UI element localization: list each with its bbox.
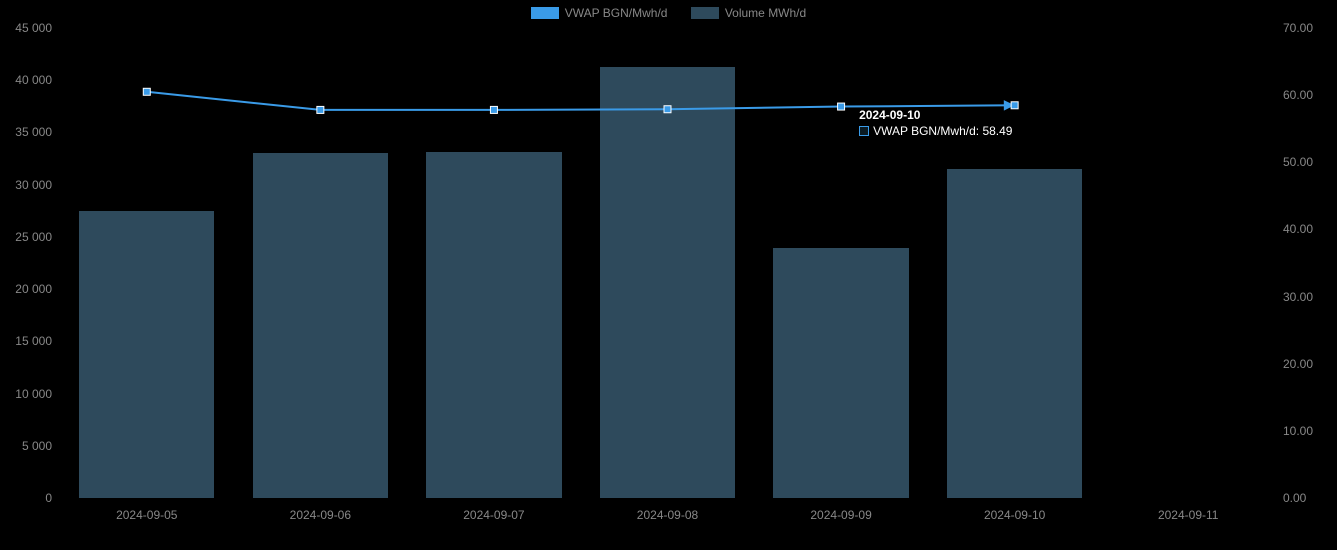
y-right-tick-label: 70.00 [1283,21,1313,35]
legend-label-vwap: VWAP BGN/Mwh/d [565,6,668,20]
x-tick-label: 2024-09-10 [984,508,1045,522]
y-right-tick-label: 40.00 [1283,222,1313,236]
x-tick-label: 2024-09-07 [463,508,524,522]
x-tick-label: 2024-09-11 [1158,508,1219,522]
y-right-tick-label: 0.00 [1283,491,1306,505]
line-layer [60,28,1275,498]
legend-label-volume: Volume MWh/d [725,6,806,20]
y-right-tick-label: 30.00 [1283,290,1313,304]
line-series[interactable] [147,92,1015,110]
y-left-tick-label: 40 000 [15,73,52,87]
y-left-tick-label: 15 000 [15,334,52,348]
y-right-tick-label: 10.00 [1283,424,1313,438]
y-left-tick-label: 35 000 [15,125,52,139]
line-marker[interactable] [490,106,497,113]
legend-swatch-vwap [531,7,559,19]
y-left-tick-label: 0 [45,491,52,505]
y-left-tick-label: 5 000 [22,439,52,453]
y-left-tick-label: 10 000 [15,387,52,401]
plot-area [60,28,1275,498]
chart-container: VWAP BGN/Mwh/d Volume MWh/d 0 5 000 10 000… [0,0,1337,550]
legend-item-volume[interactable]: Volume MWh/d [691,6,806,20]
y-right-tick-label: 20.00 [1283,357,1313,371]
y-left-tick-label: 20 000 [15,282,52,296]
legend-swatch-volume [691,7,719,19]
line-marker[interactable] [1011,102,1018,109]
y-right-tick-label: 50.00 [1283,155,1313,169]
x-tick-label: 2024-09-05 [116,508,177,522]
y-right-tick-label: 60.00 [1283,88,1313,102]
x-tick-label: 2024-09-06 [290,508,351,522]
y-left-tick-label: 45 000 [15,21,52,35]
legend: VWAP BGN/Mwh/d Volume MWh/d [0,6,1337,22]
line-marker[interactable] [317,106,324,113]
y-left-tick-label: 30 000 [15,178,52,192]
x-tick-label: 2024-09-08 [637,508,698,522]
line-marker[interactable] [664,106,671,113]
y-left-tick-label: 25 000 [15,230,52,244]
legend-item-vwap[interactable]: VWAP BGN/Mwh/d [531,6,668,20]
line-marker[interactable] [143,88,150,95]
line-marker[interactable] [838,103,845,110]
x-tick-label: 2024-09-09 [810,508,871,522]
